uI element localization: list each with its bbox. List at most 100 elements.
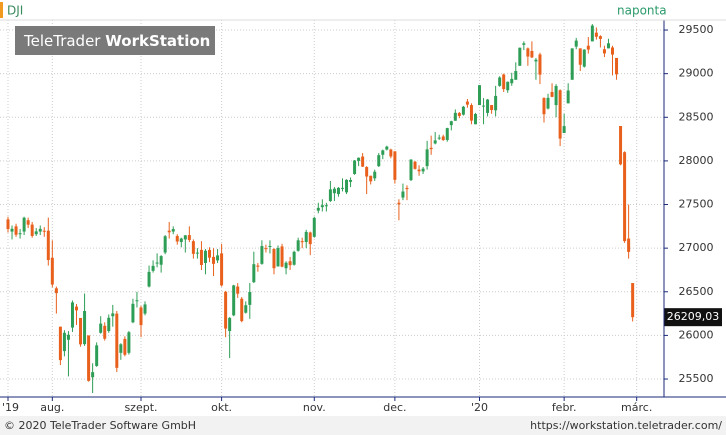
candle-body [135,300,139,302]
candle-body [304,231,308,243]
candle-body [345,179,349,193]
candle-body [469,105,473,121]
candle-body [10,228,14,232]
candle-body [240,298,244,322]
candle-body [457,112,461,116]
candle-body [542,98,546,115]
candle-body [62,332,66,352]
candle-body [373,171,377,179]
x-tick-label: '20 [471,401,488,414]
candle-body [478,85,482,106]
candle-body [316,207,320,211]
candle-body [208,249,211,258]
candle-body [236,286,240,294]
candle-body [256,265,260,267]
candle-body [42,230,46,232]
candle-body [131,303,135,323]
candle-body [328,189,332,202]
candle-body [381,150,385,155]
candle-body [449,121,453,126]
candle-body [377,155,381,167]
x-tick-label: aug. [40,401,64,414]
candle-body [586,45,590,50]
candle-body [441,136,445,141]
candle-body [349,180,353,182]
candle-body [361,156,365,167]
candle-body [619,126,623,165]
candle-body [421,168,425,172]
candle-body [30,224,34,236]
candle-body [582,49,586,67]
candle-body [445,128,449,140]
candle-body [232,285,236,316]
candle-body [91,372,95,378]
candle-body [526,48,530,57]
candle-body [296,240,300,251]
candle-body [50,257,54,285]
candle-body [465,101,469,105]
candle-body [34,231,38,235]
candle-body [18,233,22,235]
candle-body [490,105,494,111]
y-tick-label: 29500 [679,23,714,36]
y-tick-label: 26500 [679,285,714,298]
watermark-part: WorkStation [105,32,210,50]
candle-body [159,256,163,265]
candle-body [228,317,232,332]
candle-body [611,47,614,55]
candle-body [473,113,477,125]
y-tick-label: 25500 [679,372,714,385]
candle-body [183,235,187,240]
candle-body [437,137,441,139]
x-tick-label: '19 [2,401,19,414]
candle-body [300,241,304,243]
candle-body [615,57,619,75]
candle-body [167,230,171,233]
candle-body [264,248,268,250]
chart-title: DJI [7,4,23,18]
x-tick-label: dec. [383,401,406,414]
candle-body [393,151,397,180]
candle-body [163,236,167,253]
series-marker [0,2,3,18]
candle-body [578,48,582,65]
candle-body [107,317,111,332]
candle-body [530,50,534,58]
candle-body [143,304,147,314]
candle-body [631,283,635,318]
candle-body [224,291,228,329]
candle-body [425,149,429,167]
candle-body [574,40,578,47]
candle-body [308,232,312,245]
footer-copyright: © 2020 TeleTrader Software GmbH [4,419,196,432]
candle-body [433,140,437,144]
candle-body [95,345,99,366]
candle-body [46,230,50,261]
candle-body [54,288,58,294]
y-tick-label: 28000 [679,154,714,167]
candle-body [123,338,127,355]
candle-body [14,226,18,235]
candle-body [397,202,401,205]
candle-body [288,261,292,266]
candle-body [534,59,538,62]
candle-body [453,112,457,121]
y-tick-label: 29000 [679,67,714,80]
y-tick-label: 26000 [679,328,714,341]
candle-body [292,251,296,265]
candle-body [244,305,248,313]
candle-body [151,265,155,271]
y-tick-label: 27000 [679,241,714,254]
candle-body [482,105,486,107]
candle-body [79,317,83,345]
candle-body [83,310,87,345]
candle-body [546,97,550,109]
candle-body [70,302,74,328]
plot-area: 25500 26000 26500 27000 27500 28000 28500 29000… [0,20,722,414]
y-tick-label: 28500 [679,110,714,123]
candle-body [87,335,91,381]
candle-body [353,160,357,174]
candle-body [429,147,433,150]
candle-body [554,85,558,106]
candle-body [175,235,179,242]
